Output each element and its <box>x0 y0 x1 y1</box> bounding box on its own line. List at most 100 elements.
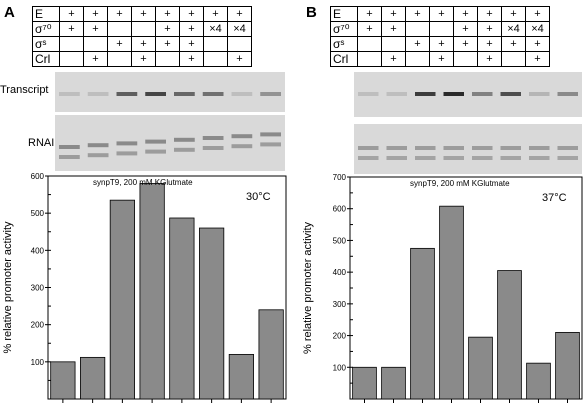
gel-image <box>55 115 285 171</box>
condition-cell: + <box>525 6 550 22</box>
condition-cell <box>357 36 382 52</box>
bar <box>50 361 76 400</box>
gel-band <box>500 156 521 160</box>
y-tick-label: 100 <box>31 358 45 367</box>
gel-band <box>145 139 166 144</box>
gel-band <box>529 92 550 96</box>
condition-cell: + <box>477 6 502 22</box>
condition-cell: ×4 <box>203 21 228 37</box>
gel-band <box>231 134 253 139</box>
condition-row-label: σ⁷⁰ <box>32 21 60 37</box>
gel-band <box>59 92 80 96</box>
gel-image <box>55 72 285 112</box>
condition-cell <box>405 51 430 67</box>
condition-cell: + <box>107 36 132 52</box>
condition-cell: + <box>381 6 406 22</box>
condition-cell: + <box>59 6 84 22</box>
condition-cell: + <box>501 6 526 22</box>
condition-cell: + <box>453 6 478 22</box>
gel-band <box>472 146 493 150</box>
gel-band <box>529 146 550 150</box>
bar <box>80 356 106 400</box>
condition-row: E + + + + + + + + <box>330 6 550 22</box>
condition-cell: + <box>357 6 382 22</box>
bar <box>555 331 580 400</box>
gel-band <box>145 149 166 154</box>
condition-row-label: Crl <box>330 51 358 67</box>
transcript-gel-a <box>55 72 285 112</box>
condition-cell: ×4 <box>501 21 526 37</box>
y-tick-label: 400 <box>333 268 347 277</box>
gel-band <box>358 92 379 96</box>
condition-row: σ⁷⁰ + + + + ×4 ×4 <box>32 21 252 37</box>
condition-cell <box>203 51 228 67</box>
gel-band <box>500 146 521 150</box>
condition-cell: + <box>131 36 156 52</box>
y-tick-label: 600 <box>333 205 347 214</box>
y-axis-label: % relative promoter activity <box>302 221 314 354</box>
gel-band <box>87 143 109 148</box>
condition-row-label: E <box>32 6 60 22</box>
condition-cell: + <box>155 21 180 37</box>
y-tick-label: 400 <box>31 246 45 255</box>
gel-band <box>116 92 138 96</box>
condition-cell: + <box>453 36 478 52</box>
chart-title: synpT9, 200 mM KGlutmate <box>93 178 193 187</box>
condition-cell: + <box>477 21 502 37</box>
condition-cell: + <box>131 51 156 67</box>
condition-cell <box>501 51 526 67</box>
condition-row-label: Crl <box>32 51 60 67</box>
condition-cell <box>357 51 382 67</box>
bar-chart-a: 100 200 300 400 500 600 synpT9, 200 mM KGlutma… <box>2 172 287 403</box>
bar <box>439 205 464 400</box>
condition-cell: + <box>525 36 550 52</box>
gel-band <box>386 146 407 150</box>
y-tick-label: 200 <box>333 332 347 341</box>
bar <box>410 247 435 400</box>
condition-cell: + <box>477 36 502 52</box>
conditions-table-b: E + + + + + + + + σ⁷⁰ + + + + ×4 ×4 σˢ + + + + + + Crl + + + + <box>330 6 550 67</box>
condition-cell: + <box>155 36 180 52</box>
gel-band <box>386 92 407 96</box>
condition-cell: + <box>83 51 108 67</box>
condition-row-label: σˢ <box>330 36 358 52</box>
condition-cell <box>203 36 228 52</box>
y-tick-label: 200 <box>31 321 45 330</box>
transcript-label: Transcript <box>0 84 49 96</box>
condition-cell: + <box>381 21 406 37</box>
condition-cell <box>405 21 430 37</box>
condition-cell: + <box>525 51 550 67</box>
panel-letter-b: B <box>306 4 317 21</box>
condition-cell: + <box>155 6 180 22</box>
gel-band <box>260 132 281 137</box>
condition-row-label: σ⁷⁰ <box>330 21 358 37</box>
condition-cell: + <box>381 51 406 67</box>
gel-band <box>500 92 521 96</box>
gel-band <box>443 156 464 160</box>
condition-cell: + <box>429 36 454 52</box>
gel-band <box>529 156 550 160</box>
condition-cell: + <box>405 36 430 52</box>
condition-cell: + <box>131 6 156 22</box>
gel-band <box>557 156 578 160</box>
gel-image <box>354 124 582 174</box>
gel-band <box>59 155 80 159</box>
condition-row-label: σˢ <box>32 36 60 52</box>
y-tick-label: 100 <box>333 363 347 372</box>
gel-band <box>443 92 464 96</box>
condition-cell <box>227 36 252 52</box>
gel-band <box>87 153 109 158</box>
condition-cell: + <box>453 21 478 37</box>
gel-band <box>415 146 436 150</box>
gel-band <box>443 146 464 150</box>
condition-cell: + <box>83 6 108 22</box>
condition-cell: + <box>429 6 454 22</box>
condition-cell <box>429 21 454 37</box>
gel-band <box>202 136 224 140</box>
bar <box>199 227 225 400</box>
condition-cell: + <box>227 6 252 22</box>
condition-cell: + <box>179 51 204 67</box>
rnai-label: RNAI <box>28 137 55 149</box>
temperature-annotation: 37°C <box>542 192 567 204</box>
condition-row: σ⁷⁰ + + + + ×4 ×4 <box>330 21 550 37</box>
